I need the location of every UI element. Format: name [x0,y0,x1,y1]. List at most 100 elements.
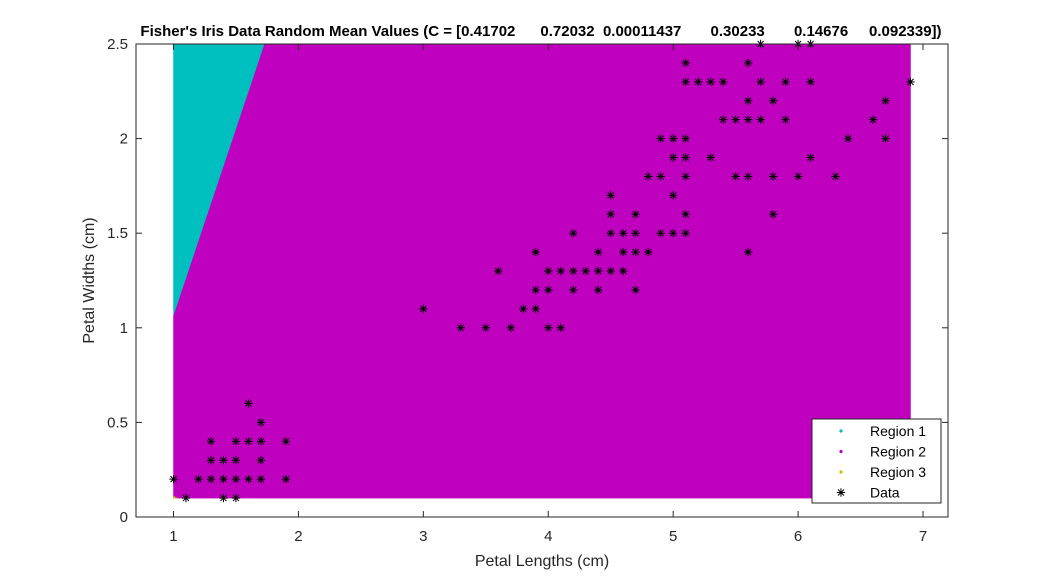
data-point [594,247,603,257]
legend-label: Region 2 [870,444,926,460]
data-point [706,77,715,87]
data-points [169,39,915,503]
x-tick-label: 5 [669,528,677,545]
data-point [656,229,665,238]
data-point [481,323,490,332]
chart-title: Fisher's Iris Data Random Mean Values (C… [140,23,941,40]
data-point [531,304,540,314]
data-point [706,153,715,162]
data-point [544,323,553,332]
data-point [219,493,228,503]
data-point [681,153,690,162]
data-point [693,77,703,87]
data-point [231,456,241,465]
data-point [743,172,753,181]
data-point [544,266,553,276]
data-point [169,474,178,484]
data-point [594,266,603,276]
data-point [231,493,241,503]
data-point [631,285,640,295]
data-point [743,115,753,124]
data-point [756,77,765,87]
region-2-area [173,43,911,499]
data-point [181,493,191,503]
data-point [743,58,753,68]
data-point [806,77,815,87]
data-point [456,323,465,332]
data-point [281,437,291,446]
data-point [569,285,578,295]
y-tick-label: 2 [120,131,128,148]
data-point [731,115,740,124]
decision-regions [173,43,911,499]
axes-box [135,43,949,518]
legend-label: Region 1 [870,423,926,439]
x-axis-label: Petal Lengths (cm) [475,553,609,570]
data-point [756,115,765,124]
x-tick-label: 4 [544,528,552,545]
legend-label: Data [870,485,900,501]
data-point [631,247,640,257]
data-point [594,285,603,295]
data-point [206,437,216,446]
data-point [256,474,266,484]
x-tick-label: 6 [794,528,802,545]
data-point [631,229,640,238]
data-point [718,115,728,124]
data-point [781,77,790,87]
data-point [793,172,803,181]
data-point [681,134,690,143]
data-point [231,437,241,446]
data-point [531,247,540,257]
data-point [256,437,266,446]
data-point [881,96,890,105]
plot-area: 1 2 3 4 5 6 7 0 0.5 1 1.5 2 2.5 [107,36,949,545]
data-point [244,437,253,446]
data-point [731,172,740,181]
data-point [231,474,241,484]
data-point [194,474,203,484]
data-point [244,399,253,408]
y-tick-label: 0 [120,509,128,526]
x-axis-ticks: 1 2 3 4 5 6 7 [169,44,927,545]
data-point [569,229,578,238]
data-point [681,172,690,181]
data-point [868,115,878,124]
data-point [519,304,528,314]
data-point [569,266,578,276]
data-point [419,304,428,314]
data-point [219,456,228,465]
y-tick-label: 1.5 [107,225,128,242]
data-point [619,229,628,238]
data-point [881,134,890,143]
data-point [281,474,291,484]
x-tick-label: 7 [919,528,927,545]
data-point [506,323,515,332]
data-point [606,229,615,238]
x-tick-label: 3 [419,528,427,545]
data-point [643,247,653,257]
data-point [806,153,815,162]
data-point [531,285,540,295]
data-point [219,474,228,484]
legend-marker [839,449,843,454]
data-point [668,191,678,200]
data-point [668,134,678,143]
y-tick-label: 0.5 [107,414,128,431]
data-point [606,266,615,276]
y-axis-label: Petal Widths (cm) [81,217,98,343]
data-point [681,210,690,219]
data-point [681,229,690,238]
data-point [619,266,628,276]
data-point [781,115,790,124]
data-point [556,323,565,332]
data-point [544,285,553,295]
data-point [656,172,665,181]
data-point [619,247,628,257]
data-point [244,474,253,484]
legend-label: Region 3 [870,464,926,480]
data-point [494,266,503,276]
data-point [643,172,653,181]
data-point [718,77,728,87]
